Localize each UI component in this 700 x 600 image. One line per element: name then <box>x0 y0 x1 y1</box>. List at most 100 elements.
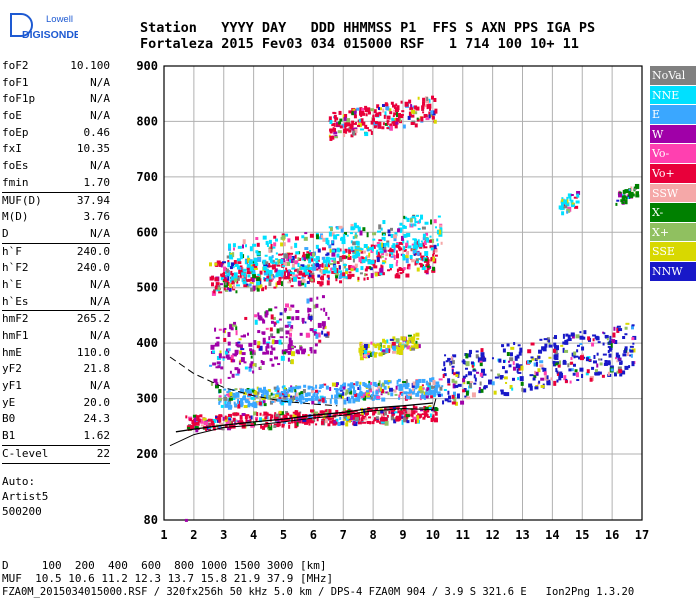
echo-point <box>414 418 417 424</box>
echo-point <box>342 408 346 412</box>
echo-point <box>404 409 409 414</box>
echo-point <box>374 384 378 388</box>
echo-point <box>434 392 437 396</box>
echo-point <box>622 189 626 194</box>
echo-point <box>230 354 234 359</box>
echo-point <box>283 420 287 424</box>
echo-point <box>228 287 232 292</box>
echo-point <box>346 122 351 127</box>
echo-point <box>483 385 488 389</box>
param-row: yF2 21.8 <box>0 361 112 378</box>
echo-point <box>491 381 495 386</box>
echo-point <box>303 384 307 388</box>
echo-point <box>428 111 432 116</box>
echo-point <box>230 327 234 331</box>
echo-point <box>356 420 360 424</box>
echo-point <box>336 234 340 237</box>
panel-separator <box>2 310 110 312</box>
echo-point <box>238 360 241 365</box>
echo-point <box>519 376 524 382</box>
echo-point <box>417 344 421 349</box>
echo-point <box>273 286 277 289</box>
echo-point <box>535 358 538 361</box>
echo-point <box>337 249 341 253</box>
echo-point <box>321 247 326 251</box>
echo-point <box>257 341 261 346</box>
echo-point <box>626 351 629 356</box>
echo-point <box>430 238 435 243</box>
echo-point <box>306 392 311 397</box>
echo-point <box>468 349 472 354</box>
echo-point <box>437 394 441 398</box>
echo-point <box>390 227 394 231</box>
echo-point <box>303 256 307 260</box>
echo-point <box>630 186 633 192</box>
param-row: fxI 10.35 <box>0 141 112 158</box>
echo-point <box>346 118 351 124</box>
echo-point <box>256 281 261 286</box>
echo-point <box>569 198 572 202</box>
echo-point <box>564 339 569 345</box>
echo-point <box>287 389 290 394</box>
echo-point <box>246 267 251 271</box>
echo-point <box>390 255 394 258</box>
echo-point <box>295 396 299 401</box>
echo-point <box>424 99 429 104</box>
echo-point <box>430 247 434 251</box>
echo-point <box>480 348 484 353</box>
echo-point <box>187 426 191 429</box>
echo-point <box>635 194 640 198</box>
echo-point <box>314 389 318 393</box>
echo-point <box>264 389 268 395</box>
echo-point <box>342 272 346 277</box>
echo-point <box>570 357 573 361</box>
echo-point <box>326 274 330 278</box>
echo-point <box>490 369 493 372</box>
echo-point <box>539 338 543 341</box>
echo-point <box>607 341 610 345</box>
echo-point <box>249 419 252 423</box>
echo-point <box>391 253 395 258</box>
footer-muf: MUF 10.5 10.6 11.2 12.3 13.7 15.8 21.9 3… <box>2 572 334 585</box>
echo-point <box>381 349 386 355</box>
echo-point <box>413 241 417 247</box>
echo-point <box>290 246 293 250</box>
echo-point <box>305 397 309 402</box>
echo-point <box>512 361 515 366</box>
echo-point <box>223 337 227 342</box>
parameter-panel: foF2 10.100 foF1 N/A foF1p N/A foE N/A foEp 0.46 f… <box>0 58 112 519</box>
echo-point <box>229 279 233 283</box>
param-value: N/A <box>90 109 110 123</box>
echo-point <box>216 260 221 265</box>
echo-point <box>233 393 237 398</box>
echo-point <box>276 398 280 402</box>
echo-point <box>382 242 385 248</box>
echo-point <box>417 239 420 245</box>
echo-point <box>585 357 589 362</box>
echo-point <box>347 387 351 392</box>
echo-point <box>380 410 384 414</box>
echo-point <box>381 262 385 265</box>
echo-point <box>528 360 532 363</box>
echo-point <box>234 275 238 279</box>
auto-info: 500200 <box>2 504 42 518</box>
echo-point <box>377 410 381 415</box>
echo-point <box>381 397 386 402</box>
echo-point <box>371 421 375 425</box>
echo-point <box>354 234 358 239</box>
echo-point <box>235 342 239 347</box>
echo-point <box>227 413 232 418</box>
echo-point <box>288 337 292 342</box>
echo-point <box>351 122 355 125</box>
echo-point <box>360 418 364 422</box>
echo-point <box>628 188 631 191</box>
echo-point <box>358 118 361 122</box>
echo-point <box>552 360 556 364</box>
echo-point <box>319 410 324 414</box>
echo-point <box>252 243 257 247</box>
echo-point <box>534 370 537 375</box>
echo-point <box>282 395 287 400</box>
echo-point <box>227 388 231 393</box>
echo-point <box>565 333 569 337</box>
echo-point <box>393 248 396 253</box>
